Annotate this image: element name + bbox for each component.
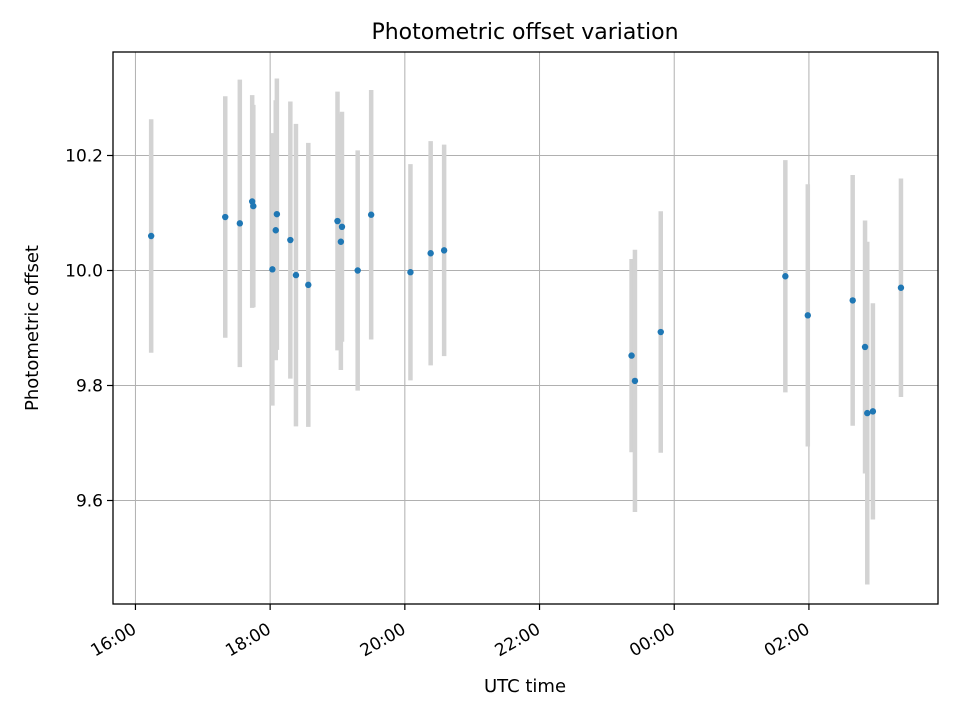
data-point [657, 328, 664, 336]
error-bars [148, 78, 904, 585]
data-point [897, 284, 905, 291]
y-axis-label: Photometric offset [22, 245, 43, 411]
data-point [861, 343, 869, 351]
data-point [272, 227, 279, 234]
data-point [273, 210, 281, 218]
y-tick-label: 9.8 [76, 377, 103, 397]
x-tick-label: 18:00 [222, 619, 274, 661]
y-tick-label: 9.6 [76, 492, 103, 512]
data-point [869, 408, 877, 415]
data-point [631, 377, 639, 385]
data-point [367, 211, 375, 218]
y-tick-label: 10.0 [65, 262, 103, 282]
x-tick-label: 00:00 [626, 619, 678, 661]
data-point [338, 223, 346, 230]
x-tick-label: 20:00 [357, 619, 409, 661]
data-point [222, 213, 229, 221]
y-tick-label: 10.2 [65, 147, 103, 167]
data-point [287, 236, 294, 244]
data-point [236, 220, 244, 227]
x-axis-label: UTC time [484, 676, 566, 697]
x-axis-ticks: 16:00 18:00 20:00 22:00 00:00 02:00 [88, 604, 813, 661]
x-tick-label: 16:00 [88, 619, 140, 661]
data-point [628, 352, 635, 359]
data-point [305, 281, 312, 289]
grid [113, 52, 938, 604]
data-point [354, 267, 361, 274]
y-axis-ticks: 9.6 9.8 10.0 10.2 [65, 147, 113, 512]
data-point [427, 250, 434, 257]
data-point [864, 409, 871, 417]
plot-frame [112, 51, 939, 605]
data-point [250, 202, 257, 210]
data-point [440, 247, 448, 254]
data-point [334, 217, 341, 225]
x-tick-label: 02:00 [761, 619, 813, 661]
data-point [804, 312, 811, 319]
data-point [147, 232, 155, 240]
data-point [292, 271, 300, 279]
data-point [782, 273, 789, 280]
data-point [849, 297, 856, 304]
x-tick-label: 22:00 [492, 619, 544, 661]
data-points [147, 198, 905, 417]
data-point [407, 269, 414, 276]
data-point [337, 238, 345, 245]
chart-title: Photometric offset variation [371, 20, 678, 45]
data-point [269, 266, 276, 273]
